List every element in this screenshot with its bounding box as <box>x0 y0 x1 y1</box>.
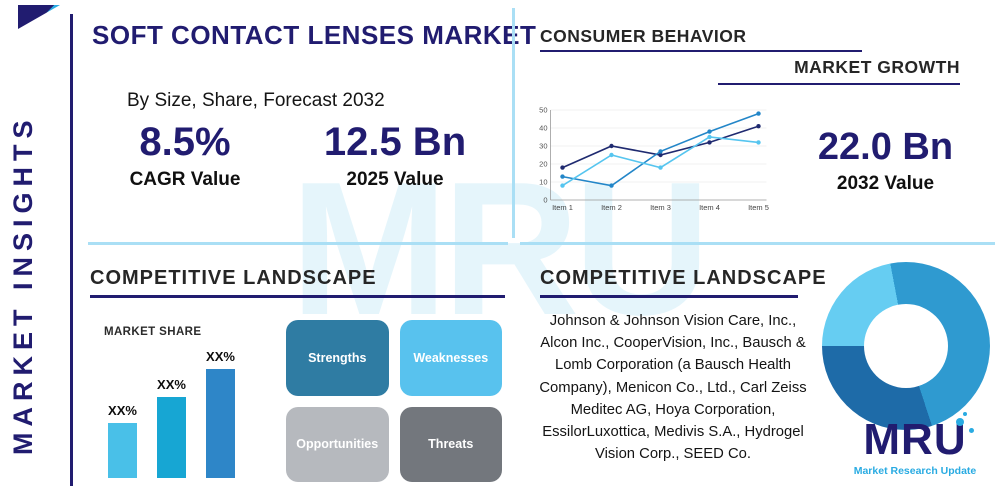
section-header-consumer-behavior: CONSUMER BEHAVIOR <box>540 26 747 46</box>
data-point-marker <box>707 140 712 145</box>
bar-value-label: XX% <box>157 377 186 393</box>
section-header-competitive-landscape-right: COMPETITIVE LANDSCAPE <box>540 267 827 289</box>
data-point-marker <box>756 140 761 145</box>
data-point-marker <box>560 174 565 179</box>
page-subtitle: By Size, Share, Forecast 2032 <box>127 90 385 111</box>
y-tick-label: 40 <box>539 124 547 133</box>
logo-dot-icon <box>956 418 964 426</box>
mru-logo: MRU Market Research Update <box>836 412 994 477</box>
horizontal-divider-left <box>88 242 508 245</box>
market-share-bar-chart: XX% XX% XX% <box>102 342 272 478</box>
data-point-marker <box>560 165 565 170</box>
donut-hole <box>864 304 948 388</box>
bar-value-label: XX% <box>108 403 137 419</box>
market-growth-underline <box>718 83 960 85</box>
section-header-competitive-landscape-left: COMPETITIVE LANDSCAPE <box>90 267 377 289</box>
bar-column: XX% <box>157 377 186 478</box>
label-2032: 2032 Value <box>836 173 935 194</box>
data-point-marker <box>707 129 712 134</box>
bar-column: XX% <box>206 349 235 478</box>
y-tick-label: 30 <box>539 142 547 151</box>
data-point-marker <box>756 124 761 129</box>
stat-2032-value: 22.0 Bn 2032 Value <box>788 126 983 195</box>
x-tick-label: Item 1 <box>552 203 573 212</box>
bar-value-label: XX% <box>206 348 235 364</box>
line-series <box>562 136 759 187</box>
value-2025: 12.5 Bn <box>323 120 467 164</box>
label-2025: 2025 Value <box>346 169 444 190</box>
swot-cell-opportunities: Opportunities <box>286 406 389 482</box>
companies-list: Johnson & Johnson Vision Care, Inc., Alc… <box>539 313 807 463</box>
y-tick-label: 50 <box>539 106 547 115</box>
bar-column: XX% <box>108 403 137 478</box>
data-point-marker <box>658 149 663 154</box>
logo-dot-icon <box>969 428 974 433</box>
data-point-marker <box>707 134 712 140</box>
data-point-marker <box>609 143 614 149</box>
swot-cell-weaknesses: Weaknesses <box>399 320 502 396</box>
page-title: SOFT CONTACT LENSES MARKET <box>92 20 537 50</box>
corner-triangle-decoration <box>18 5 60 29</box>
data-point-marker <box>609 183 614 188</box>
section-header-market-growth: MARKET GROWTH <box>794 57 960 77</box>
line-chart-svg: 0 10 20 30 40 50 Item 1 Item 2 Item 3 Item 4 Item … <box>539 106 769 213</box>
x-tick-label: Item 2 <box>601 203 622 212</box>
sidebar-divider-line <box>70 14 73 486</box>
x-tick-label: Item 3 <box>650 203 671 212</box>
y-tick-label: 10 <box>539 178 547 187</box>
y-tick-label: 20 <box>539 160 547 169</box>
donut-chart <box>822 262 990 430</box>
x-tick-label: Item 5 <box>748 203 769 212</box>
bar <box>157 397 186 478</box>
vertical-divider <box>512 8 515 238</box>
cagr-label: CAGR Value <box>129 169 241 190</box>
data-point-marker <box>658 152 663 158</box>
logo-text: MRU <box>863 415 967 464</box>
data-point-marker <box>756 111 761 116</box>
data-point-marker <box>658 165 663 170</box>
growth-line-chart: 0 10 20 30 40 50 Item 1 Item 2 Item 3 Item 4 Item … <box>522 100 777 228</box>
bar <box>108 423 137 478</box>
sidebar-vertical-title: MARKET INSIGHTS <box>8 114 38 456</box>
x-tick-label: Item 4 <box>699 203 720 212</box>
data-point-marker <box>560 183 565 188</box>
watermark: MRU <box>290 143 711 355</box>
swot-cell-threats: Threats <box>399 406 502 482</box>
competitive-landscape-right-underline <box>540 295 798 298</box>
stat-2025-value: 12.5 Bn 2025 Value <box>295 120 495 191</box>
y-tick-label: 0 <box>543 196 547 205</box>
bar <box>206 368 235 478</box>
logo-tagline: Market Research Update <box>853 465 977 477</box>
value-2032: 22.0 Bn <box>817 126 954 168</box>
horizontal-divider-right <box>520 242 995 245</box>
line-series <box>562 125 759 169</box>
swot-grid: Strengths Weaknesses Opportunities Threats <box>286 320 502 482</box>
market-share-title: MARKET SHARE <box>104 326 202 338</box>
cagr-value: 8.5% <box>139 120 231 164</box>
consumer-behavior-underline <box>540 50 862 52</box>
data-point-marker <box>609 152 614 158</box>
competitive-landscape-left-underline <box>90 295 505 298</box>
stat-cagr: 8.5% CAGR Value <box>105 120 265 191</box>
logo-dot-icon <box>963 412 967 416</box>
swot-cell-strengths: Strengths <box>286 320 389 396</box>
